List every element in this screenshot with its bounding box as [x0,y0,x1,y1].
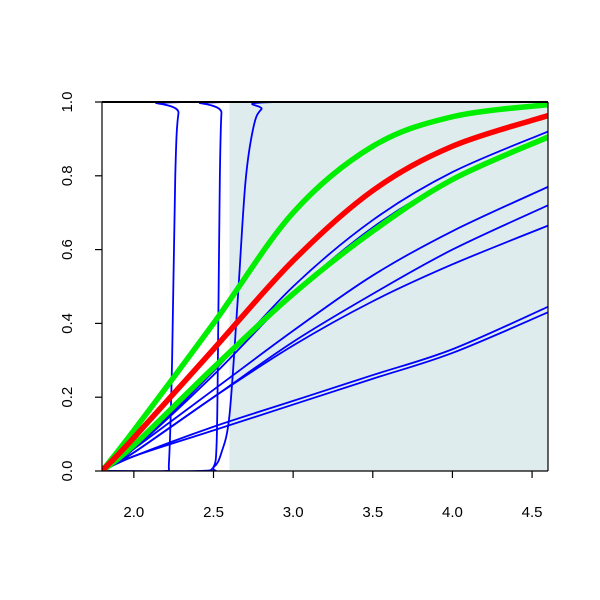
series-line-6 [102,224,548,471]
x-tick-label-1: 2.0 [123,504,144,521]
x-tick-label-6: 4.5 [522,504,543,521]
x-tick-label-5: 4.0 [442,504,463,521]
x-tick-label-2: 2.5 [203,504,224,521]
y-tick-label-2: 0.2 [59,387,76,408]
y-tick-label-1: 0.0 [59,461,76,482]
y-tick-label-4: 0.6 [59,239,76,260]
x-tick-label-3: 3.0 [283,504,304,521]
series-line-8 [102,311,548,471]
series-line-11 [102,134,548,471]
y-tick-label-3: 0.4 [59,313,76,334]
y-tick-label-6: 1.0 [59,92,76,113]
x-tick-label-4: 3.5 [362,504,383,521]
axes: 2.0 2.5 3.0 3.5 4.0 4.5 0.0 0.2 0.4 0.6 0.8 1.0 [59,92,549,521]
series-line-1 [102,102,548,471]
series-line-12 [102,102,548,471]
shaded-region [229,102,548,471]
series-line-13 [102,112,548,471]
y-tick-label-5: 0.8 [59,165,76,186]
plot-area [102,102,548,471]
series-group [102,102,548,471]
